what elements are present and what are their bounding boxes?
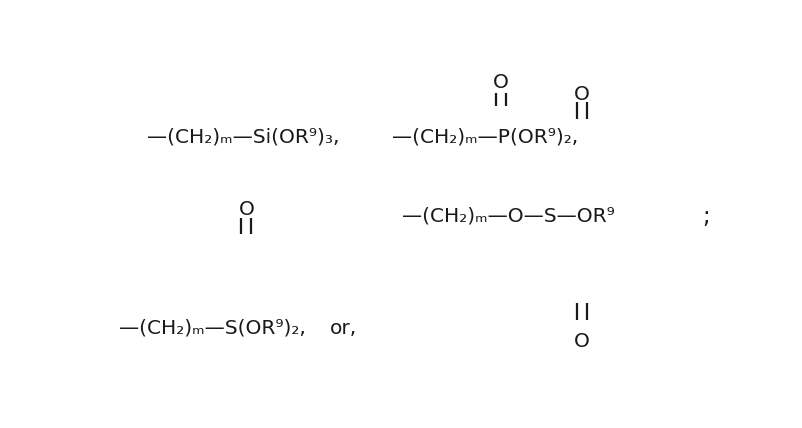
Text: —(CH₂)ₘ—S(OR⁹)₂,: —(CH₂)ₘ—S(OR⁹)₂, [119,319,306,338]
Text: O: O [574,332,590,351]
Text: —(CH₂)ₘ—P(OR⁹)₂,: —(CH₂)ₘ—P(OR⁹)₂, [392,128,578,146]
Text: —(CH₂)ₘ—Si(OR⁹)₃,: —(CH₂)ₘ—Si(OR⁹)₃, [147,128,339,146]
Text: O: O [574,85,590,104]
Text: ;: ; [703,205,710,228]
Text: O: O [238,200,254,219]
Text: or,: or, [330,319,358,338]
Text: —(CH₂)ₘ—O—S—OR⁹: —(CH₂)ₘ—O—S—OR⁹ [402,207,614,226]
Text: O: O [493,73,509,92]
